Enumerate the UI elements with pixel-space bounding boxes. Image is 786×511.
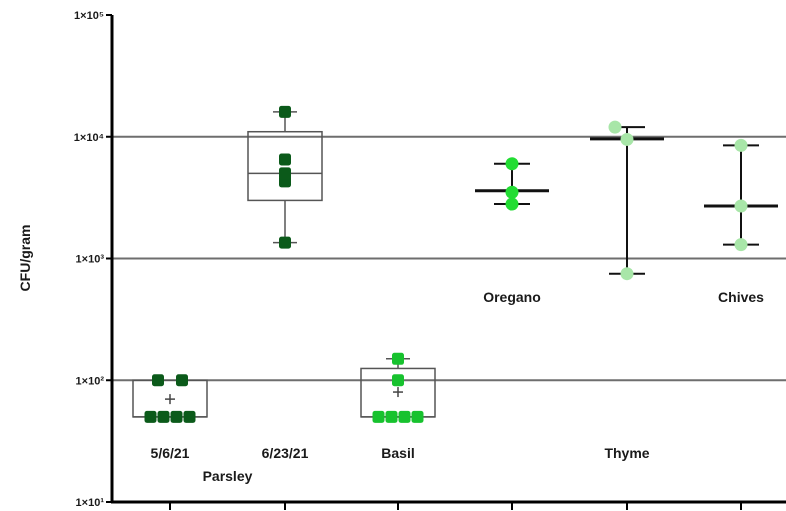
group-4	[590, 120, 664, 281]
groups	[132, 105, 778, 423]
category-label: Thyme	[604, 445, 649, 461]
data-point	[372, 410, 385, 423]
y-ticks: 1×10¹ 1×10² 1×10³ 1×10⁴ 1×10⁵	[74, 10, 112, 509]
data-point	[734, 238, 748, 252]
data-point	[734, 138, 748, 152]
group-5	[704, 138, 778, 252]
data-point	[734, 199, 748, 213]
data-point	[620, 267, 634, 281]
y-tick-label: 1×10²	[76, 375, 105, 387]
data-point	[144, 410, 157, 423]
box	[247, 130, 323, 202]
category-label: Chives	[718, 289, 764, 305]
group-labels: 5/6/21 6/23/21 Parsley Basil Oregano Thyme Chi…	[151, 289, 765, 484]
group-3	[475, 157, 549, 211]
data-point	[385, 410, 398, 423]
data-point	[279, 153, 291, 166]
data-point	[392, 352, 404, 365]
group-1	[247, 105, 323, 249]
data-point	[183, 410, 196, 423]
category-label: Oregano	[483, 289, 541, 305]
data-point	[279, 236, 291, 249]
data-point	[505, 185, 519, 199]
category-label: Basil	[381, 445, 414, 461]
y-tick-label: 1×10¹	[76, 497, 105, 509]
data-point	[152, 374, 164, 387]
x-ticks	[169, 502, 742, 510]
category-label: Parsley	[203, 468, 253, 484]
y-tick-label: 1×10⁴	[74, 132, 104, 144]
data-point	[279, 105, 291, 118]
data-point	[411, 410, 424, 423]
data-point	[620, 132, 634, 146]
group-2	[360, 352, 436, 423]
data-point	[392, 374, 404, 387]
y-tick-label: 1×10³	[76, 254, 105, 266]
group-0	[132, 374, 208, 423]
reference-lines	[112, 135, 786, 382]
data-point	[505, 197, 519, 211]
data-point	[279, 167, 291, 180]
data-point	[608, 120, 622, 134]
category-label: 5/6/21	[151, 445, 190, 461]
data-point	[398, 410, 411, 423]
y-tick-label: 1×10⁵	[74, 10, 104, 22]
data-point	[170, 410, 183, 423]
y-axis-label: CFU/gram	[17, 225, 33, 292]
data-point	[176, 374, 188, 387]
data-point	[505, 157, 519, 171]
category-label: 6/23/21	[262, 445, 309, 461]
data-point	[157, 410, 170, 423]
